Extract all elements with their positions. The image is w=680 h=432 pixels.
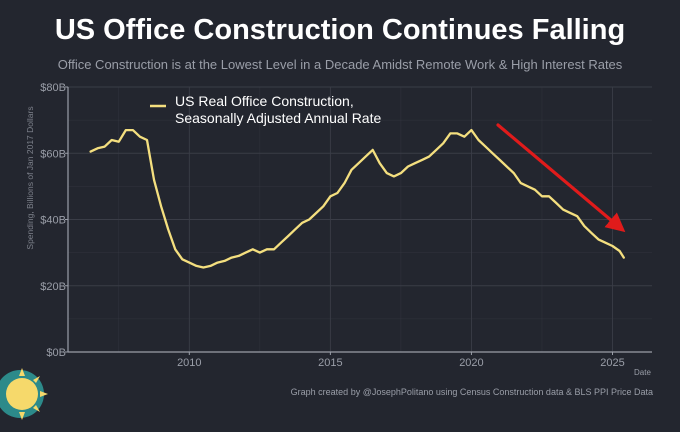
x-tick-label: 2020 — [459, 357, 483, 369]
y-tick-label: $80B — [40, 82, 66, 94]
chart-subtitle: Office Construction is at the Lowest Lev… — [57, 57, 623, 72]
series-line — [89, 128, 625, 269]
source-credit: Graph created by @JosephPolitano using C… — [290, 387, 653, 397]
y-tick-label: $20B — [40, 281, 66, 293]
series-layer — [89, 128, 625, 269]
x-tick-label: 2015 — [318, 357, 342, 369]
legend-label: US Real Office Construction, Seasonally … — [175, 93, 382, 126]
chart-title: US Office Construction Continues Falling — [54, 14, 626, 46]
y-tick-label: $40B — [40, 215, 66, 227]
x-tick-label: 2025 — [600, 357, 624, 369]
trend-arrow — [496, 123, 626, 233]
grid — [68, 86, 652, 353]
y-tick-label: $0B — [46, 347, 66, 359]
x-axis-label: Date — [634, 368, 651, 377]
y-tick-label: $60B — [40, 148, 66, 160]
chart-canvas: $0B $20B $40B $60B $80B 2010 2015 2020 2025 — [40, 82, 652, 369]
sun-logo-icon — [0, 368, 48, 420]
y-axis-label: Spending, Billions of Jan 2017 Dollars — [25, 106, 35, 250]
axes: $0B $20B $40B $60B $80B 2010 2015 2020 2025 — [40, 82, 652, 369]
x-tick-label: 2010 — [177, 357, 201, 369]
